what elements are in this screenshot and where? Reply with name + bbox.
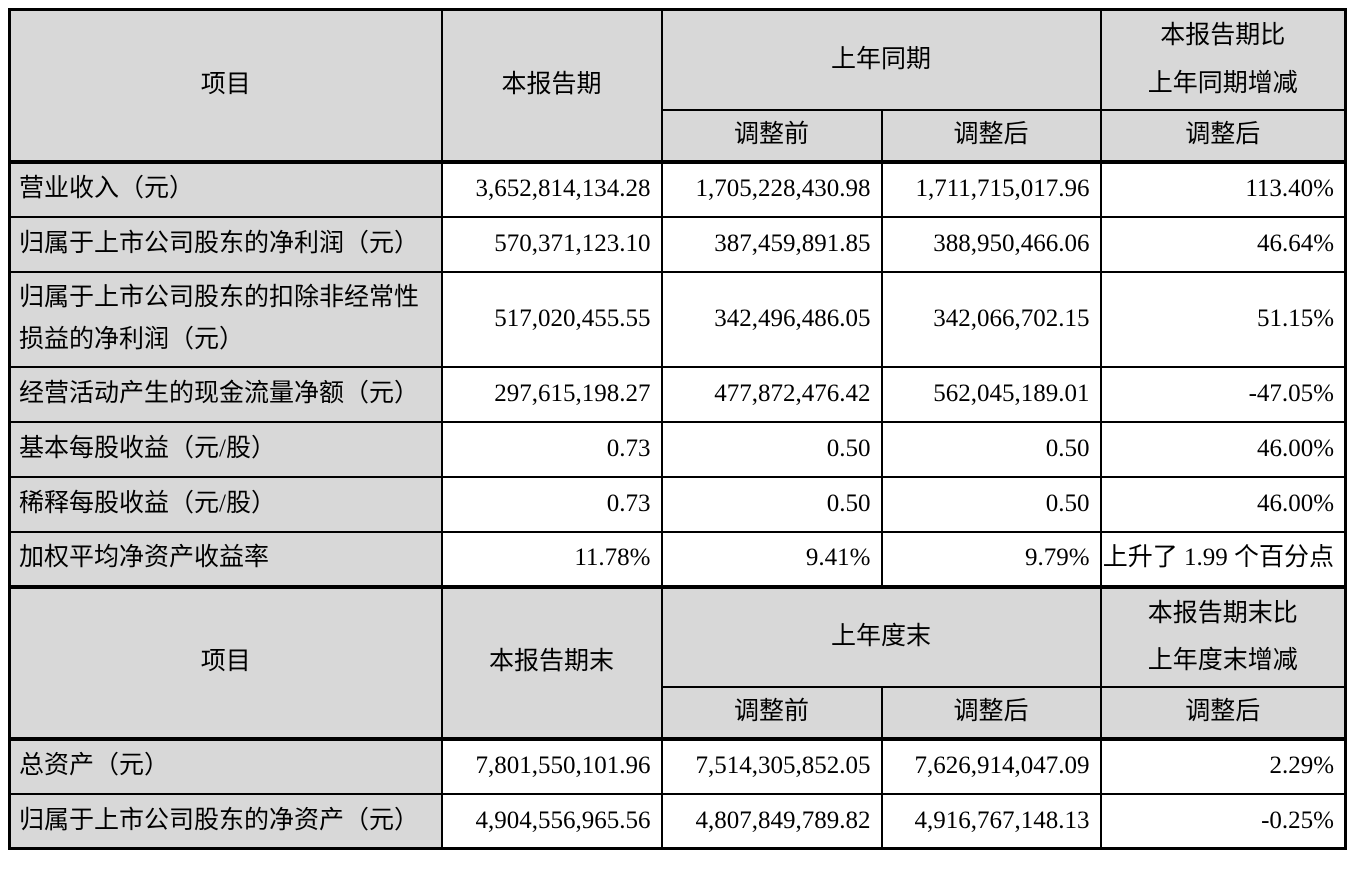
row-label: 总资产（元） — [8, 736, 443, 795]
header-change-group: 本报告期比 上年同期增减 — [1099, 8, 1347, 111]
value-current: 570,371,123.10 — [440, 215, 663, 273]
header-item: 项目 — [8, 8, 443, 163]
header-change-group: 本报告期末比 上年度末增减 — [1099, 584, 1347, 688]
value-current: 3,652,814,134.28 — [440, 159, 663, 218]
value-current: 517,020,455.55 — [440, 270, 663, 368]
subheader-after-adjust: 调整后 — [880, 108, 1102, 163]
header-item: 项目 — [8, 584, 443, 740]
row-label: 基本每股收益（元/股） — [8, 420, 443, 478]
header-change-line2: 上年度末增减 — [1147, 647, 1298, 674]
value-current: 11.78% — [440, 530, 663, 588]
value-before-adjust: 387,459,891.85 — [660, 215, 883, 273]
table-row-total-assets: 总资产（元） 7,801,550,101.96 7,514,305,852.05… — [8, 736, 1347, 795]
financial-summary-table: 项目 本报告期 上年同期 本报告期比 上年同期增减 调整前 调整后 调整后 营业… — [8, 8, 1348, 850]
row-label: 归属于上市公司股东的净利润（元） — [8, 215, 443, 273]
value-change: 113.40% — [1099, 159, 1347, 218]
value-current: 297,615,198.27 — [440, 365, 663, 423]
value-current: 0.73 — [440, 475, 663, 533]
value-after-adjust: 388,950,466.06 — [880, 215, 1102, 273]
header-prior-period-group: 上年同期 — [660, 8, 1102, 111]
value-after-adjust: 7,626,914,047.09 — [880, 736, 1102, 795]
subheader-change-after-adjust: 调整后 — [1099, 685, 1347, 740]
section2-subheader-row: 调整前 调整后 调整后 — [10, 685, 1347, 740]
value-change: 上升了 1.99 个百分点 — [1099, 530, 1347, 588]
table-row-revenue: 营业收入（元） 3,652,814,134.28 1,705,228,430.9… — [8, 159, 1347, 218]
value-before-adjust: 477,872,476.42 — [660, 365, 883, 423]
subheader-change-after-adjust: 调整后 — [1099, 108, 1347, 163]
table-row-net-assets: 归属于上市公司股东的净资产（元） 4,904,556,965.56 4,807,… — [8, 792, 1347, 850]
value-after-adjust: 4,916,767,148.13 — [880, 792, 1102, 850]
section1-header-row: 项目 本报告期 上年同期 本报告期比 上年同期增减 — [8, 8, 1347, 163]
row-label: 加权平均净资产收益率 — [8, 530, 443, 588]
value-current: 7,801,550,101.96 — [440, 736, 663, 795]
value-before-adjust: 0.50 — [660, 420, 883, 478]
subheader-before-adjust: 调整前 — [660, 685, 883, 740]
header-prior-year-end-group: 上年度末 — [660, 584, 1102, 688]
row-label: 经营活动产生的现金流量净额（元） — [8, 365, 443, 423]
value-change: 46.00% — [1099, 475, 1347, 533]
row-label: 归属于上市公司股东的净资产（元） — [8, 792, 443, 850]
table-row-weighted-avg-roe: 加权平均净资产收益率 11.78% 9.41% 9.79% 上升了 1.99 个… — [8, 530, 1347, 588]
table-row-net-profit: 归属于上市公司股东的净利润（元） 570,371,123.10 387,459,… — [8, 215, 1347, 273]
value-after-adjust: 0.50 — [880, 475, 1102, 533]
subheader-before-adjust: 调整前 — [660, 108, 883, 163]
value-before-adjust: 7,514,305,852.05 — [660, 736, 883, 795]
value-change: -47.05% — [1099, 365, 1347, 423]
value-after-adjust: 342,066,702.15 — [880, 270, 1102, 368]
value-before-adjust: 342,496,486.05 — [660, 270, 883, 368]
value-after-adjust: 0.50 — [880, 420, 1102, 478]
value-before-adjust: 9.41% — [660, 530, 883, 588]
row-label: 稀释每股收益（元/股） — [8, 475, 443, 533]
value-current: 4,904,556,965.56 — [440, 792, 663, 850]
table-row-diluted-eps: 稀释每股收益（元/股） 0.73 0.50 0.50 46.00% — [8, 475, 1347, 533]
value-change: 2.29% — [1099, 736, 1347, 795]
row-label: 归属于上市公司股东的扣除非经常性损益的净利润（元） — [8, 270, 443, 368]
table-row-basic-eps: 基本每股收益（元/股） 0.73 0.50 0.50 46.00% — [8, 420, 1347, 478]
value-after-adjust: 562,045,189.01 — [880, 365, 1102, 423]
table-row-net-profit-excl-nonrecurring: 归属于上市公司股东的扣除非经常性损益的净利润（元） 517,020,455.55… — [8, 270, 1347, 368]
header-current-period-end: 本报告期末 — [440, 584, 663, 740]
section1-subheader-row: 调整前 调整后 调整后 — [10, 108, 1347, 163]
header-change-line1: 本报告期末比 — [1147, 599, 1298, 627]
value-after-adjust: 9.79% — [880, 530, 1102, 588]
header-change-line1: 本报告期比 — [1160, 22, 1286, 50]
section2-header-row: 项目 本报告期末 上年度末 本报告期末比 上年度末增减 — [8, 584, 1347, 740]
value-before-adjust: 1,705,228,430.98 — [660, 159, 883, 218]
table-row-operating-cash-flow: 经营活动产生的现金流量净额（元） 297,615,198.27 477,872,… — [8, 365, 1347, 423]
value-change: 51.15% — [1099, 270, 1347, 368]
value-change: -0.25% — [1099, 792, 1347, 850]
value-after-adjust: 1,711,715,017.96 — [880, 159, 1102, 218]
subheader-after-adjust: 调整后 — [880, 685, 1102, 740]
value-current: 0.73 — [440, 420, 663, 478]
header-current-period: 本报告期 — [440, 8, 663, 163]
value-change: 46.00% — [1099, 420, 1347, 478]
header-change-line2: 上年同期增减 — [1147, 69, 1298, 97]
value-before-adjust: 0.50 — [660, 475, 883, 533]
value-before-adjust: 4,807,849,789.82 — [660, 792, 883, 850]
row-label: 营业收入（元） — [8, 159, 443, 218]
value-change: 46.64% — [1099, 215, 1347, 273]
